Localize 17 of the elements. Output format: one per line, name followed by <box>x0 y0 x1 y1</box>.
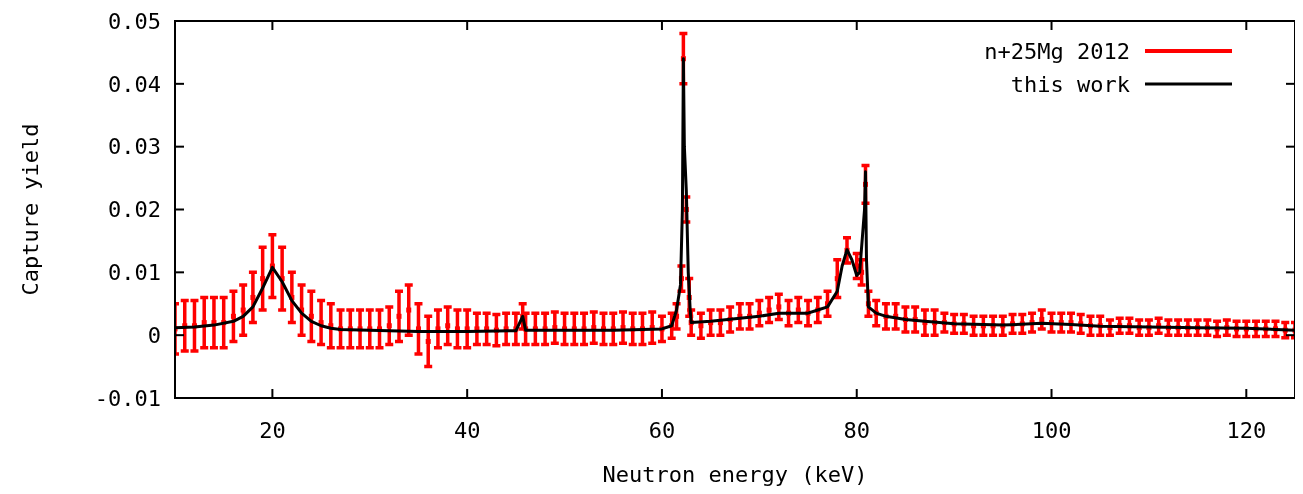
y-tick-label: 0.05 <box>108 8 161 34</box>
x-axis-title: Neutron energy (keV) <box>602 462 868 487</box>
x-tick-label: 40 <box>453 418 481 443</box>
y-tick-label: 0.03 <box>108 134 161 160</box>
x-tick-label: 100 <box>1031 418 1072 443</box>
x-tick-label: 20 <box>259 418 286 443</box>
legend-label: n+25Mg 2012 <box>984 38 1130 64</box>
x-tick-label: 120 <box>1226 418 1267 443</box>
x-tick-label: 80 <box>843 418 870 443</box>
x-tick-label: 60 <box>648 418 676 443</box>
y-tick-label: 0.02 <box>108 197 161 223</box>
y-tick-label: 0.04 <box>108 71 161 97</box>
y-tick-label: 0 <box>147 322 161 348</box>
y-tick-label: -0.01 <box>94 385 161 411</box>
y-axis-title: Capture yield <box>18 123 43 296</box>
legend-label: this work <box>1010 71 1130 97</box>
y-tick-label: 0.01 <box>108 260 161 286</box>
